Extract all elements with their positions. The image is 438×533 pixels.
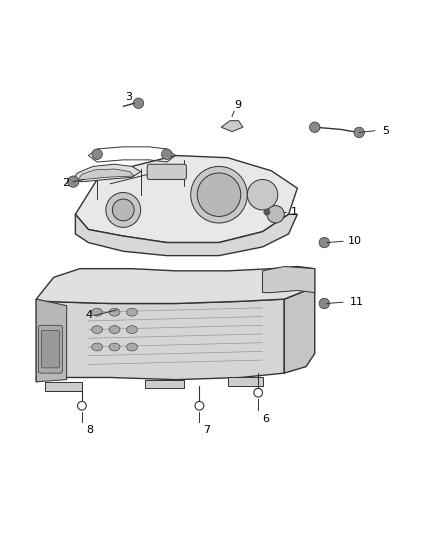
FancyBboxPatch shape: [147, 164, 186, 180]
Polygon shape: [78, 169, 134, 180]
Polygon shape: [228, 377, 262, 386]
Text: 9: 9: [234, 100, 241, 110]
Circle shape: [191, 166, 247, 223]
Circle shape: [319, 298, 329, 309]
Ellipse shape: [127, 308, 138, 316]
Text: 6: 6: [262, 414, 269, 424]
Circle shape: [113, 199, 134, 221]
Circle shape: [267, 206, 284, 223]
Text: 7: 7: [203, 425, 210, 435]
Polygon shape: [262, 266, 315, 293]
Text: 5: 5: [382, 126, 389, 136]
Text: 4: 4: [86, 310, 93, 320]
Ellipse shape: [92, 343, 102, 351]
Polygon shape: [284, 269, 315, 373]
Text: 2: 2: [62, 177, 69, 188]
Text: 11: 11: [350, 297, 364, 307]
Polygon shape: [145, 379, 184, 389]
Polygon shape: [71, 164, 141, 182]
Circle shape: [263, 208, 270, 215]
Ellipse shape: [92, 308, 102, 316]
Text: 1: 1: [291, 207, 298, 217]
FancyBboxPatch shape: [42, 330, 59, 368]
Polygon shape: [75, 156, 297, 243]
Ellipse shape: [109, 343, 120, 351]
Ellipse shape: [92, 326, 102, 334]
Polygon shape: [36, 299, 284, 382]
Circle shape: [197, 173, 241, 216]
Circle shape: [310, 122, 320, 133]
Ellipse shape: [127, 326, 138, 334]
Polygon shape: [75, 214, 297, 256]
Ellipse shape: [127, 343, 138, 351]
Polygon shape: [36, 299, 67, 382]
Circle shape: [67, 176, 79, 187]
Circle shape: [133, 98, 144, 109]
Circle shape: [162, 149, 172, 159]
Polygon shape: [45, 382, 82, 391]
Circle shape: [92, 149, 102, 159]
Circle shape: [106, 192, 141, 228]
Circle shape: [354, 127, 364, 138]
Polygon shape: [221, 120, 243, 132]
Text: 3: 3: [125, 92, 132, 102]
Text: 10: 10: [347, 236, 361, 246]
Polygon shape: [36, 266, 315, 303]
Text: 8: 8: [86, 425, 93, 435]
FancyBboxPatch shape: [39, 325, 62, 373]
Ellipse shape: [109, 308, 120, 316]
Circle shape: [319, 237, 329, 248]
Circle shape: [247, 180, 278, 210]
Ellipse shape: [109, 326, 120, 334]
